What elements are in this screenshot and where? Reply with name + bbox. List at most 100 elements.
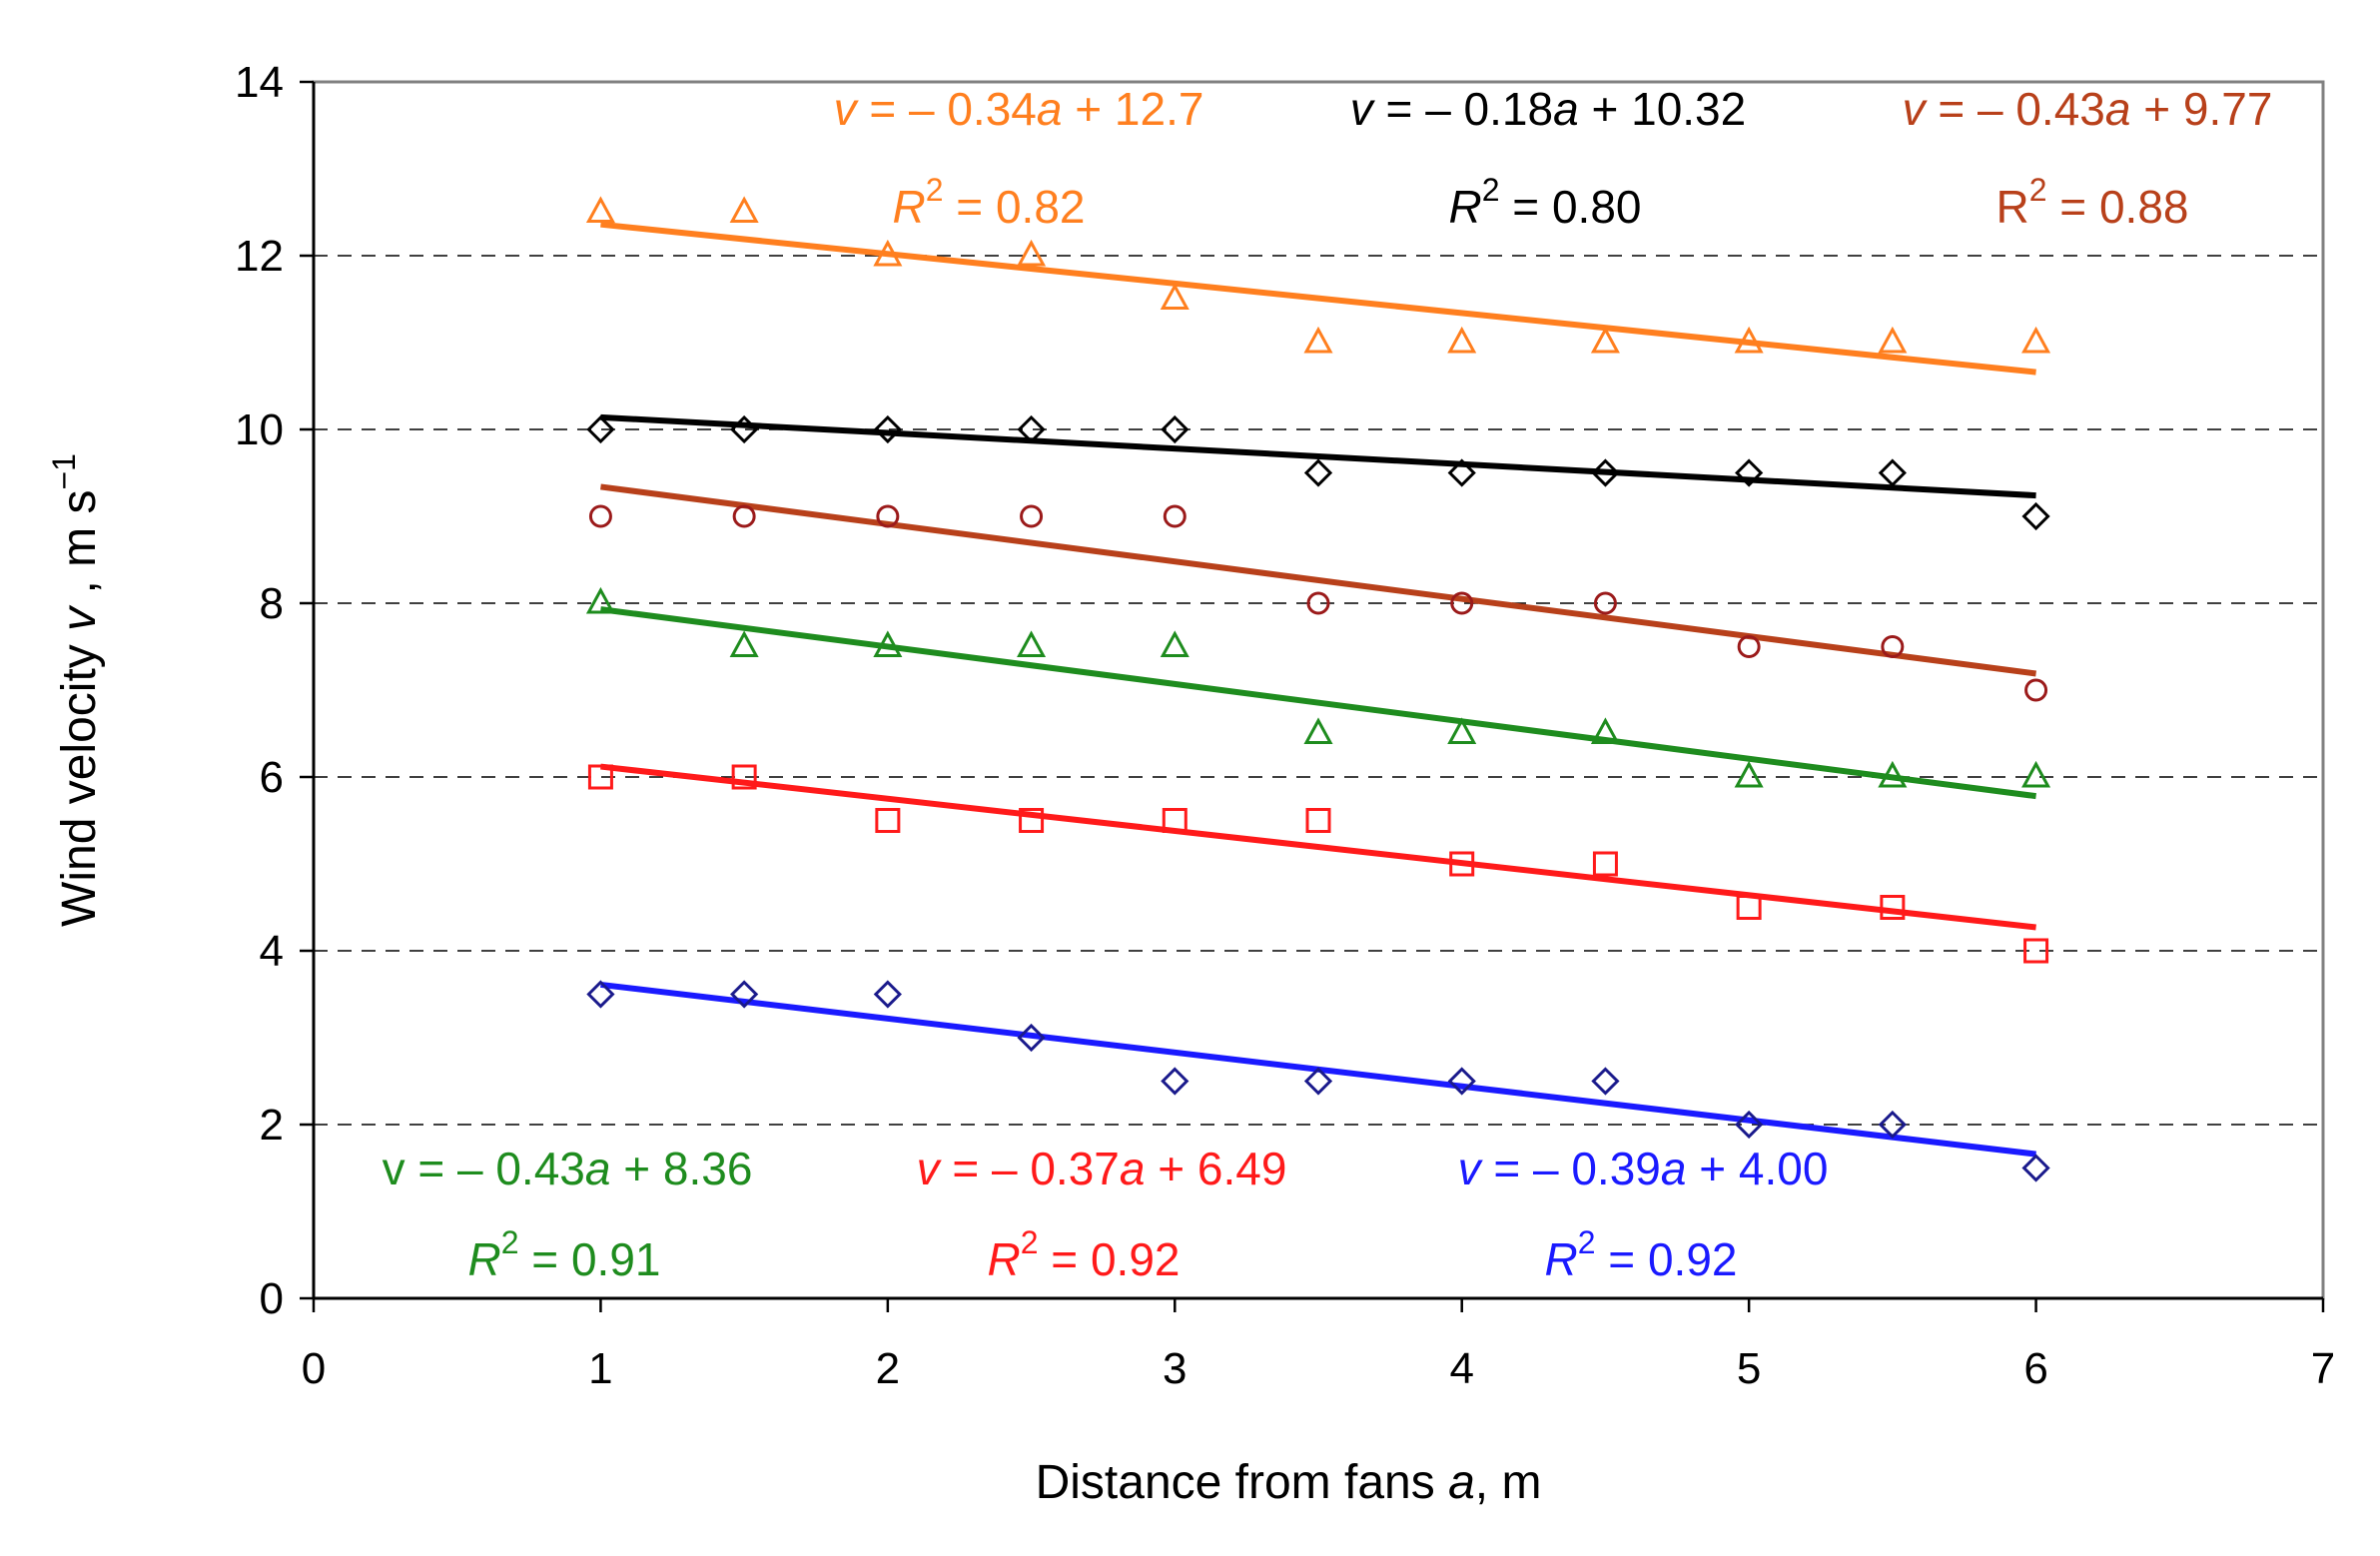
y-tick-label: 12	[235, 232, 284, 281]
r-squared-label-red: R2 = 0.92	[988, 1224, 1181, 1285]
y-tick-label: 6	[260, 753, 284, 802]
equation-labels: v = – 0.34a + 12.7 R2 = 0.82 v = – 0.18 a +…	[383, 83, 2273, 1285]
data-point-red	[1305, 808, 1331, 833]
data-point-orange	[873, 239, 903, 267]
x-tick-label: 0	[302, 1344, 326, 1393]
trend-line-red	[600, 763, 2036, 931]
data-point-red	[1736, 895, 1762, 920]
equation-var-a: a	[2105, 83, 2131, 135]
x-axis-title-var: a	[1448, 1456, 1475, 1509]
equation-slope: = – 0.39	[1481, 1143, 1661, 1194]
x-tick-label: 4	[1449, 1344, 1473, 1393]
data-point-green	[1017, 630, 1047, 657]
data-point-blue	[1735, 1110, 1764, 1140]
r-squared-label-orange: R2 = 0.82	[893, 172, 1086, 233]
data-point-red	[1592, 851, 1618, 877]
equation-var-v: v	[834, 83, 860, 135]
y-axis-title-group: Wind velocity v , m s−1	[46, 453, 106, 927]
equation-slope: = – 0.18	[1373, 83, 1553, 135]
data-point-blue	[1447, 1067, 1476, 1096]
data-point-brown	[1306, 591, 1330, 615]
equation-var-v: v	[917, 1143, 943, 1194]
r-squared-value: = 0.80	[1500, 181, 1642, 233]
data-point-brown	[1881, 635, 1905, 658]
equation-var-a: a	[1037, 83, 1063, 135]
data-point-green	[1590, 717, 1620, 744]
trend-line-orange	[600, 221, 2036, 376]
data-point-brown	[1593, 591, 1617, 615]
equation-label-brown: v = – 0.43a + 9.77	[1903, 83, 2273, 135]
x-tick-label: 3	[1163, 1344, 1187, 1393]
data-point-black	[873, 414, 902, 444]
data-point-blue	[1161, 1067, 1190, 1096]
equation-intercept: + 4.00	[1686, 1143, 1828, 1194]
y-axis-title-text: Wind velocity	[53, 631, 106, 927]
y-tick-label: 2	[260, 1101, 284, 1150]
r-squared-value: = 0.92	[1596, 1233, 1738, 1285]
equation-intercept: + 9.77	[2130, 83, 2272, 135]
equation-slope: = – 0.43	[405, 1143, 585, 1194]
data-point-blue	[586, 980, 615, 1009]
data-point-brown	[732, 504, 756, 528]
x-tick-label: 6	[2023, 1344, 2047, 1393]
data-point-orange	[1303, 326, 1333, 354]
data-point-brown	[1737, 635, 1761, 658]
data-point-brown	[1450, 591, 1474, 615]
data-point-orange	[1590, 326, 1620, 354]
r-squared-symbol: R	[893, 181, 926, 233]
data-point-orange	[2021, 326, 2051, 354]
data-point-green	[1878, 760, 1908, 788]
y-axis-title-exponent: −1	[46, 453, 82, 489]
data-point-orange	[1447, 326, 1477, 354]
r-squared-label-blue: R2 = 0.92	[1545, 1224, 1738, 1285]
trend-lines	[600, 221, 2036, 1158]
data-point-orange	[729, 196, 759, 223]
equation-label-green: v = – 0.43a + 8.36	[383, 1143, 753, 1194]
r-squared-label-brown: R2 = 0.88	[1996, 172, 2189, 233]
equation-var-a: a	[1661, 1143, 1687, 1194]
x-axis-title-unit: , m	[1475, 1456, 1542, 1509]
data-point-black	[1303, 458, 1333, 487]
data-point-orange	[1878, 326, 1908, 354]
equation-label-orange: v = – 0.34a + 12.7	[834, 83, 1204, 135]
data-point-red	[587, 764, 613, 790]
y-tick-label: 8	[260, 579, 284, 628]
data-point-blue	[1303, 1067, 1333, 1096]
equation-intercept: + 10.32	[1579, 83, 1747, 135]
data-point-orange	[585, 196, 615, 223]
data-point-red	[2023, 938, 2049, 964]
r-squared-exponent: 2	[1578, 1224, 1596, 1260]
x-axis-title-text: Distance from fans	[1036, 1456, 1448, 1509]
data-point-red	[1019, 808, 1045, 833]
equation-slope: = – 0.37	[940, 1143, 1120, 1194]
data-point-black	[586, 414, 615, 444]
data-markers	[585, 196, 2051, 1182]
data-point-green	[2021, 760, 2051, 788]
data-point-black	[1017, 414, 1046, 444]
data-point-green	[1160, 630, 1190, 657]
y-axis-title: Wind velocity v , m s−1	[46, 453, 106, 927]
equation-var-a: a	[1120, 1143, 1146, 1194]
data-point-blue	[1591, 1067, 1620, 1096]
equation-var-v: v	[383, 1143, 405, 1194]
data-point-orange	[1160, 283, 1190, 310]
data-point-brown	[876, 504, 900, 528]
data-point-black	[1591, 458, 1620, 487]
equation-var-a: a	[585, 1143, 611, 1194]
data-point-black	[2021, 501, 2050, 531]
data-point-red	[1449, 851, 1475, 877]
trend-line-brown	[600, 483, 2036, 677]
data-point-green	[873, 630, 903, 657]
data-point-brown	[588, 504, 612, 528]
data-point-red	[731, 764, 757, 790]
data-point-red	[875, 808, 901, 833]
r-squared-label-green: R2 = 0.91	[468, 1224, 661, 1285]
data-point-blue	[730, 980, 759, 1009]
equation-var-v: v	[1903, 83, 1929, 135]
r-squared-exponent: 2	[926, 172, 944, 208]
y-axis-title-unit: , m s	[53, 490, 106, 607]
data-point-black	[1878, 458, 1907, 487]
data-point-blue	[1017, 1023, 1046, 1053]
